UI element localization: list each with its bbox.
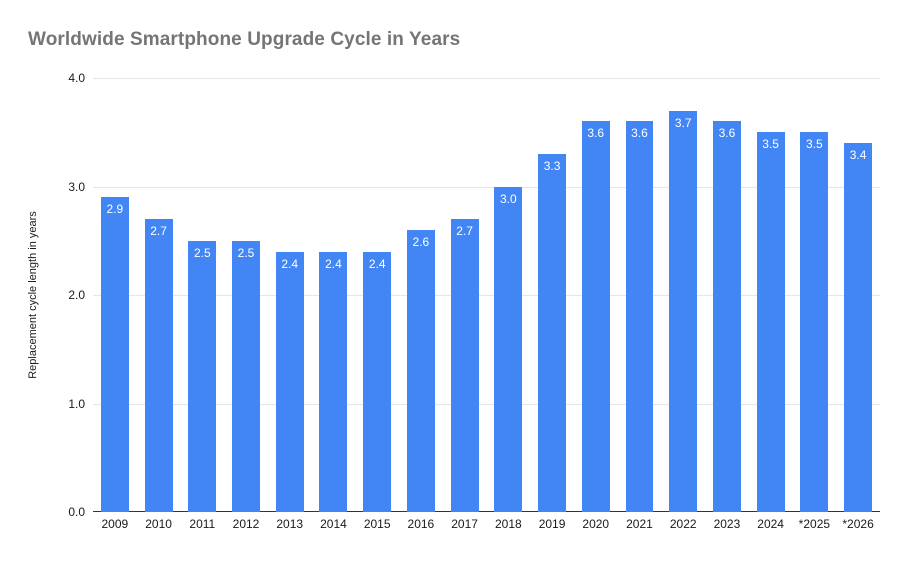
bar: 2.7	[144, 219, 173, 512]
bar-value-label: 3.4	[849, 148, 867, 163]
bar: 2.4	[275, 251, 304, 512]
bar: 2.9	[100, 197, 129, 512]
x-tick-label: 2009	[101, 517, 129, 531]
bar-value-label: 3.0	[499, 191, 517, 206]
bar: 2.6	[406, 229, 435, 512]
bar: 2.7	[450, 219, 479, 512]
x-tick-label: 2011	[189, 517, 216, 531]
bar-slot: 3.4	[836, 78, 880, 512]
chart-title: Worldwide Smartphone Upgrade Cycle in Ye…	[28, 29, 461, 50]
bar-value-label: 2.5	[193, 245, 211, 260]
bar-slot: 2.5	[224, 78, 268, 512]
bar-value-label: 3.6	[718, 126, 736, 141]
bar: 3.6	[712, 121, 741, 512]
bar-value-label: 2.7	[456, 224, 473, 239]
bar-slot: 2.7	[137, 78, 181, 512]
gridline	[93, 295, 880, 296]
gridline	[93, 403, 880, 405]
plot-area: 0.0 1.0 2.0 3.0 4.0 2.9 2.7 2.5 2.5 2.4 2.4 2.4 2.6…	[68, 71, 880, 519]
x-tick-label: 2020	[582, 517, 610, 531]
bar: 3.7	[669, 110, 698, 512]
x-tick-label: 2015	[363, 517, 391, 531]
bar-slot: 2.9	[93, 78, 137, 512]
bar: 3.6	[625, 121, 654, 512]
bar-slot: 2.7	[443, 78, 487, 512]
bar: 2.4	[319, 251, 348, 512]
x-tick-label: *2025	[798, 517, 831, 531]
x-tick-label: 2023	[713, 517, 741, 531]
bar-value-label: 3.6	[631, 126, 648, 141]
bar: 2.5	[232, 240, 260, 512]
bar-value-label: 3.7	[674, 115, 692, 130]
bar-slot: 3.6	[574, 78, 618, 512]
bar-slot: 3.6	[618, 78, 662, 512]
bar-slot: 2.4	[355, 78, 399, 512]
x-tick-label: *2026	[842, 517, 874, 531]
x-axis-labels: 2009 2010 2011 2012 2013 2014 2015 2016 2017 2018…	[93, 517, 880, 531]
bar-value-label: 2.4	[325, 256, 342, 271]
bar: 3.0	[494, 186, 523, 512]
bar-slot: 3.5	[793, 78, 837, 512]
x-tick-label: 2017	[451, 517, 478, 531]
y-tick-label: 3.0	[68, 179, 85, 194]
bar-series: 2.9 2.7 2.5 2.5 2.4 2.4 2.4 2.6 2.7 3.0 3.3 3.6 3.6 3…	[93, 78, 880, 512]
bar-value-label: 2.9	[106, 202, 124, 217]
bar-slot: 3.0	[486, 78, 530, 512]
bar-slot: 3.6	[705, 78, 749, 512]
x-tick-label: 2021	[626, 517, 653, 531]
bar-slot: 2.4	[268, 78, 312, 512]
gridline	[93, 78, 880, 79]
y-axis-title: Replacement cycle length in years	[27, 211, 39, 379]
bar: 3.5	[756, 132, 785, 512]
gridline	[93, 186, 880, 188]
y-tick-label: 0.0	[68, 505, 85, 519]
bar-value-label: 2.4	[281, 256, 299, 271]
x-tick-label: 2010	[145, 517, 172, 531]
x-tick-label: 2024	[757, 517, 784, 531]
y-tick-label: 1.0	[68, 396, 85, 411]
bar-value-label: 3.5	[762, 137, 779, 152]
bar: 3.3	[538, 153, 567, 512]
x-tick-label: 2016	[407, 517, 435, 531]
bar-slot: 2.5	[180, 78, 224, 512]
bar-value-label: 3.5	[806, 137, 823, 152]
bar-slot: 3.3	[530, 78, 574, 512]
bar-slot: 3.5	[749, 78, 793, 512]
bar-slot: 2.4	[312, 78, 356, 512]
bar-value-label: 2.6	[412, 234, 430, 249]
bar: 2.5	[188, 240, 217, 512]
bar-value-label: 2.7	[150, 224, 167, 239]
bar-value-label: 3.3	[543, 158, 561, 173]
bar-value-label: 2.4	[368, 256, 386, 271]
x-tick-label: 2019	[538, 517, 566, 531]
x-tick-label: 2013	[276, 517, 304, 531]
bar: 3.5	[800, 132, 829, 512]
x-tick-label: 2018	[494, 517, 522, 531]
y-tick-label: 2.0	[68, 288, 85, 302]
bar-value-label: 3.6	[587, 126, 605, 141]
x-axis-line	[93, 511, 880, 512]
x-tick-label: 2012	[232, 517, 260, 531]
bar: 3.6	[581, 121, 610, 512]
x-tick-label: 2014	[320, 517, 347, 531]
y-tick-label: 4.0	[68, 71, 85, 85]
bar: 3.4	[844, 143, 873, 512]
x-tick-label: 2022	[669, 517, 697, 531]
bar-slot: 2.6	[399, 78, 443, 512]
bar-slot: 3.7	[661, 78, 705, 512]
bar-value-label: 2.5	[237, 245, 255, 260]
bar: 2.4	[363, 251, 392, 512]
